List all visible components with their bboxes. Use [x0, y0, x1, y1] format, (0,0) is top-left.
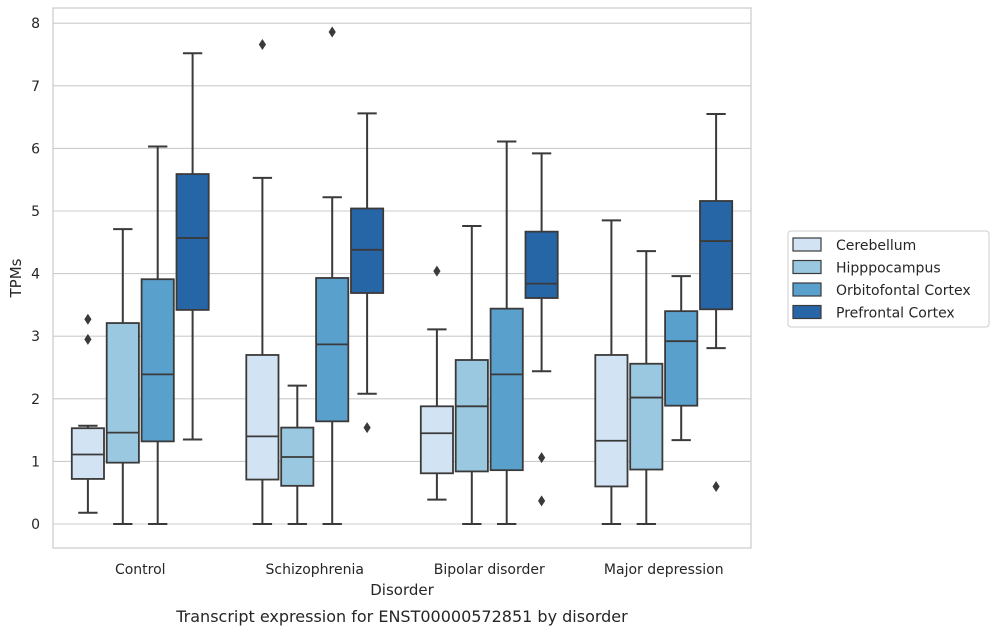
iqr-box — [175, 173, 210, 311]
chart-title: Transcript expression for ENST0000057285… — [175, 607, 628, 626]
legend-swatch-1 — [792, 259, 822, 275]
y-axis-label: TPMs — [7, 258, 25, 298]
iqr-box — [140, 278, 175, 443]
legend-label-3: Prefrontal Cortex — [836, 306, 955, 322]
x-axis-label: Disorder — [370, 581, 434, 599]
outlier-point — [433, 265, 441, 277]
iqr-box — [454, 359, 489, 473]
y-tick-label-7: 7 — [31, 79, 40, 95]
y-tick-label-3: 3 — [31, 329, 40, 345]
box-group — [280, 384, 315, 525]
box-series — [70, 26, 734, 525]
box-group — [664, 275, 699, 442]
legend-label-2: Orbitofontal Cortex — [836, 283, 971, 299]
iqr-box — [245, 354, 280, 481]
iqr-box — [350, 207, 385, 294]
legend-swatch-2 — [792, 282, 822, 297]
box-group — [105, 228, 140, 525]
iqr-box — [419, 405, 454, 475]
legend-frame — [787, 230, 990, 328]
y-tick-label-4: 4 — [31, 267, 40, 283]
y-tick-label-2: 2 — [31, 392, 40, 408]
legend-label-0: Cerebellum — [836, 238, 916, 254]
box-group — [70, 313, 105, 514]
box-group — [454, 225, 489, 525]
box-group — [524, 152, 559, 507]
outlier-point — [84, 333, 92, 345]
y-tick-label-5: 5 — [31, 204, 40, 220]
box-group — [315, 26, 350, 525]
iqr-box — [629, 362, 664, 471]
y-tick-label-1: 1 — [31, 454, 40, 470]
iqr-box — [489, 307, 524, 472]
y-tick-label-8: 8 — [31, 16, 40, 32]
iqr-box — [524, 230, 559, 299]
box-group — [140, 145, 175, 525]
legend-swatch-0 — [792, 237, 822, 252]
legend: Cerebellum Hipppocampus Orbitofontal Corte… — [787, 230, 990, 328]
outlier-point — [538, 452, 546, 464]
box-group — [699, 112, 734, 492]
iqr-box — [664, 310, 699, 407]
x-tick-label-2: Bipolar disorder — [434, 562, 545, 578]
box-group — [489, 140, 524, 525]
iqr-box — [699, 200, 734, 311]
x-tick-label-3: Major depression — [604, 562, 724, 578]
iqr-box — [594, 354, 629, 488]
legend-swatch-3 — [792, 304, 822, 320]
outlier-point — [712, 480, 720, 492]
iqr-box — [315, 277, 350, 423]
box-group — [245, 38, 280, 525]
legend-label-1: Hipppocampus — [836, 261, 941, 277]
grid-lines — [53, 22, 751, 525]
outlier-point — [328, 26, 336, 38]
y-tick-label-6: 6 — [31, 141, 40, 157]
box-group — [419, 265, 454, 501]
iqr-box — [105, 322, 140, 464]
x-tick-label-1: Schizophrenia — [266, 562, 364, 578]
iqr-box — [70, 427, 105, 480]
y-axis-ticks: 0 1 2 3 4 5 6 7 8 — [31, 16, 40, 533]
outlier-point — [363, 422, 371, 434]
x-tick-label-0: Control — [115, 562, 166, 578]
outlier-point — [84, 313, 92, 325]
x-axis-ticks: Control Schizophrenia Bipolar disorder Majo… — [115, 562, 724, 578]
box-group — [594, 219, 629, 525]
outlier-point — [258, 38, 266, 50]
y-tick-label-0: 0 — [31, 517, 40, 533]
box-group — [629, 250, 664, 525]
outlier-point — [538, 495, 546, 507]
box-group — [175, 52, 210, 441]
box-group — [350, 112, 385, 434]
